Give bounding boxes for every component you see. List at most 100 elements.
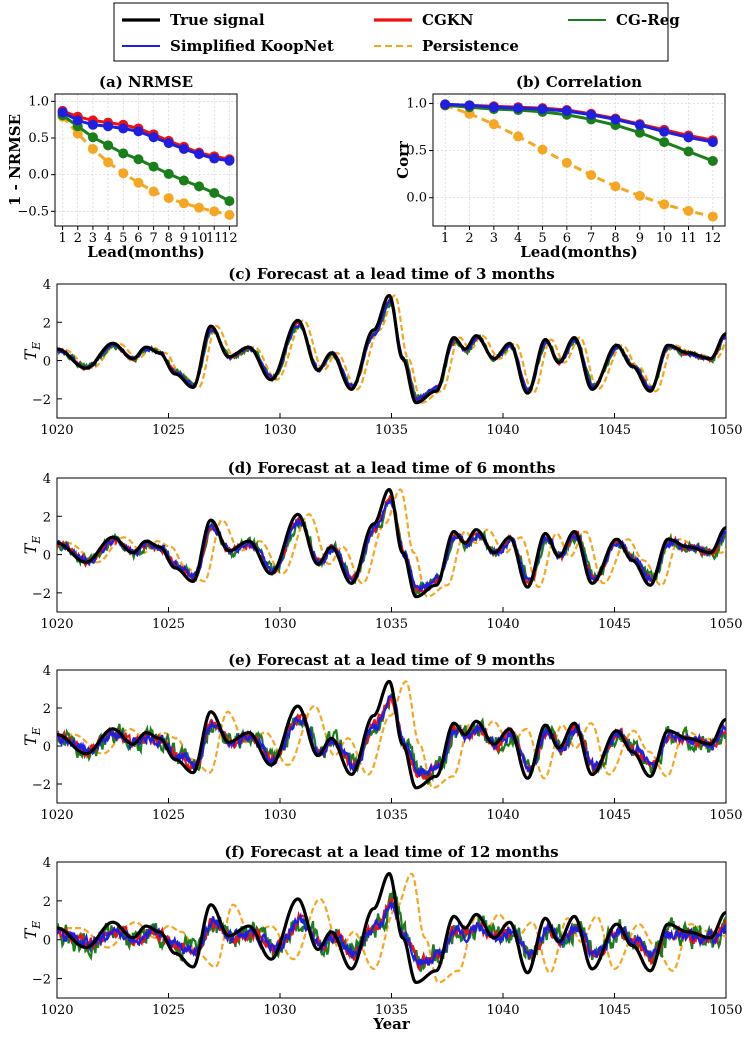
- x-tick-label: 1045: [598, 423, 631, 438]
- x-tick-label: 5: [538, 231, 546, 246]
- data-point: [683, 205, 694, 216]
- data-point: [634, 127, 645, 138]
- data-point: [178, 144, 189, 154]
- series-simplified-koopnet: [440, 99, 718, 148]
- data-point: [87, 119, 98, 130]
- legend-label-cgkn: CGKN: [422, 11, 474, 29]
- chart-title: (a) NRMSE: [99, 73, 193, 91]
- x-tick-label: 1: [441, 231, 449, 246]
- x-tick-label: 9: [180, 231, 188, 246]
- x-tick-label: 1050: [709, 1003, 742, 1018]
- data-point: [133, 126, 144, 137]
- y-tick-label: −2: [32, 973, 51, 988]
- x-tick-label: 11: [206, 231, 223, 246]
- chart-lead9: 1020 1025 1030 1035 1040 1045 1050 −2 0 2 4 (e) For…: [21, 651, 743, 823]
- y-tick-label: 2: [43, 702, 51, 717]
- x-tick-label: 1035: [375, 617, 408, 632]
- x-axis-label: Year: [372, 1015, 411, 1033]
- series-simplified-koopnet: [57, 107, 235, 166]
- data-point: [561, 105, 572, 116]
- axes-frame: [54, 93, 238, 227]
- y-tick-label: 4: [43, 278, 51, 293]
- x-tick-label: 1040: [486, 808, 519, 823]
- data-point: [148, 161, 159, 172]
- data-point: [133, 177, 144, 188]
- chart-lead3: 1020 1025 1030 1035 1040 1045 1050 −2 0 2 4 (c) For…: [21, 265, 743, 438]
- data-point: [537, 144, 548, 155]
- x-axis-label: Lead(months): [520, 243, 638, 261]
- x-tick-label: 11: [680, 231, 697, 246]
- x-tick-label: 9: [636, 231, 644, 246]
- y-tick-label: 4: [43, 472, 51, 487]
- x-tick-label: 8: [165, 231, 173, 246]
- x-tick-label: 1020: [40, 617, 73, 632]
- data-point: [224, 210, 235, 220]
- data-point: [87, 144, 98, 154]
- x-tick-label: 1050: [709, 423, 742, 438]
- data-point: [610, 181, 621, 192]
- x-tick-label: 1020: [40, 423, 73, 438]
- legend: True signal Simplified KoopNet CGKN Pers…: [113, 2, 680, 62]
- axes-frame: [432, 93, 726, 227]
- y-tick-label: 0: [43, 355, 51, 370]
- data-point: [178, 198, 189, 209]
- data-point: [163, 138, 174, 149]
- data-point: [440, 99, 451, 110]
- x-tick-label: 1030: [263, 808, 296, 823]
- data-point: [513, 131, 524, 142]
- x-tick-label: 1035: [375, 1003, 408, 1018]
- x-axis-label: Lead(months): [87, 243, 205, 261]
- series-cg-reg: [57, 300, 726, 401]
- x-tick-label: 7: [149, 231, 157, 246]
- series-persistence: [440, 100, 718, 222]
- series-simplified-koopnet: [57, 901, 726, 968]
- data-point: [707, 155, 718, 166]
- series-true-signal: [57, 872, 726, 985]
- chart-title: (c) Forecast at a lead time of 3 months: [228, 265, 554, 283]
- x-tick-label: 1035: [375, 423, 408, 438]
- legend-label-cgreg: CG-Reg: [616, 11, 680, 29]
- data-point: [586, 109, 597, 120]
- x-tick-label: 1025: [152, 808, 185, 823]
- data-point: [178, 175, 189, 186]
- data-point: [103, 157, 114, 168]
- data-point: [209, 153, 220, 164]
- y-tick-label: 2: [43, 895, 51, 910]
- y-tick-label: 2: [43, 316, 51, 331]
- x-tick-label: 1020: [40, 808, 73, 823]
- data-point: [118, 123, 129, 134]
- chart-title: (e) Forecast at a lead time of 9 months: [228, 651, 555, 669]
- y-tick-label: 4: [43, 664, 51, 679]
- legend-label-true: True signal: [170, 11, 265, 29]
- x-tick-label: 1025: [152, 617, 185, 632]
- x-tick-label: 8: [611, 231, 619, 246]
- data-point: [586, 170, 597, 181]
- y-tick-label: 0.5: [28, 131, 49, 146]
- data-point: [513, 103, 524, 114]
- data-point: [683, 132, 694, 143]
- x-tick-label: 1030: [263, 617, 296, 632]
- y-tick-label: −0.5: [17, 204, 49, 219]
- y-axis-label: TE: [21, 727, 43, 746]
- x-tick-label: 4: [514, 231, 522, 246]
- x-tick-label: 5: [119, 231, 127, 246]
- data-point: [118, 168, 129, 179]
- chart-title: (d) Forecast at a lead time of 6 months: [228, 459, 556, 477]
- series-true-signal: [57, 679, 726, 790]
- series-persistence: [57, 488, 726, 598]
- series-line: [444, 103, 714, 219]
- y-tick-label: 1.0: [28, 94, 49, 109]
- x-tick-label: 6: [563, 231, 571, 246]
- x-tick-label: 4: [104, 231, 112, 246]
- series-true-signal: [57, 293, 726, 405]
- data-point: [209, 188, 220, 198]
- x-tick-label: 12: [705, 231, 722, 246]
- data-point: [707, 137, 718, 148]
- chart-lead12: 1020 1025 1030 1035 1040 1045 1050 −2 0 2 4 (f) For…: [21, 843, 743, 1033]
- y-tick-label: 1.0: [406, 96, 427, 111]
- x-tick-label: 1045: [598, 617, 631, 632]
- data-point: [118, 148, 129, 159]
- series-true-signal: [57, 487, 726, 599]
- data-point: [163, 168, 174, 179]
- chart-correlation: 1 2 3 4 5 6 7 8 9 10 11 121.00.50.0(b) CorrelationL…: [394, 73, 726, 261]
